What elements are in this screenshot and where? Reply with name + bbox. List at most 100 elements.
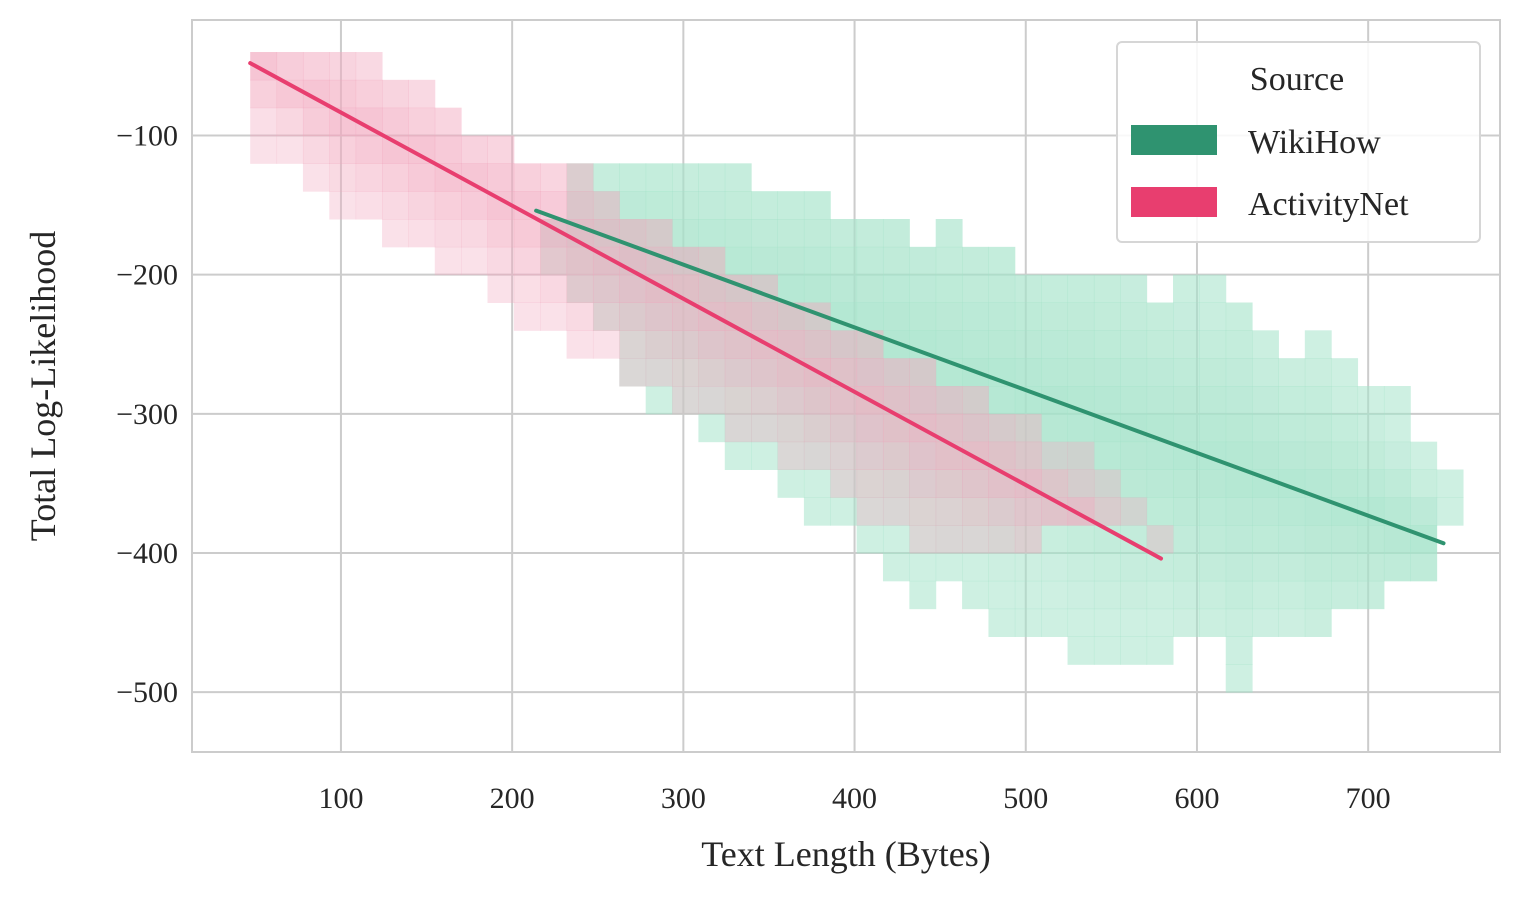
histogram-cell-wikihow	[724, 219, 752, 248]
histogram-cell-activitynet	[461, 219, 488, 248]
histogram-cell-activitynet	[1041, 469, 1069, 498]
histogram-cell-wikihow	[751, 246, 779, 276]
histogram-cell-wikihow	[909, 246, 937, 276]
histogram-cell-wikihow	[988, 274, 1016, 304]
histogram-cell-wikihow	[1278, 386, 1306, 415]
histogram-cell-wikihow	[935, 330, 963, 359]
histogram-cell-activitynet	[988, 413, 1016, 443]
histogram-cell-wikihow	[1041, 302, 1069, 331]
histogram-cell-activitynet	[461, 191, 488, 220]
histogram-cell-wikihow	[1120, 441, 1148, 470]
histogram-cell-wikihow	[1120, 636, 1148, 665]
histogram-cell-activitynet	[382, 163, 409, 192]
histogram-cell-activitynet	[329, 163, 357, 192]
histogram-cell-wikihow	[1146, 441, 1174, 470]
histogram-cell-wikihow	[1331, 469, 1359, 498]
histogram-cell-wikihow	[1067, 580, 1095, 610]
histogram-cell-wikihow	[1436, 497, 1464, 526]
histogram-cell-wikihow	[724, 386, 752, 415]
histogram-cell-wikihow	[1014, 358, 1042, 387]
histogram-cell-wikihow	[1331, 386, 1359, 415]
histogram-cell-wikihow	[1093, 441, 1121, 470]
histogram-cell-wikihow	[1041, 441, 1069, 470]
histogram-cell-activitynet	[355, 163, 383, 192]
histogram-cell-activitynet	[382, 79, 409, 109]
histogram-cell-activitynet	[302, 135, 330, 164]
histogram-cell-wikihow	[1120, 469, 1148, 498]
histogram-cell-wikihow	[698, 219, 726, 248]
histogram-cell-wikihow	[988, 330, 1016, 359]
histogram-cell-wikihow	[777, 246, 805, 276]
histogram-cell-wikihow	[1331, 525, 1359, 554]
histogram-cell-wikihow	[672, 358, 699, 387]
histogram-cell-activitynet	[329, 79, 357, 109]
histogram-cell-activitynet	[724, 302, 752, 331]
histogram-cell-activitynet	[935, 525, 963, 554]
histogram-cell-wikihow	[1278, 580, 1306, 610]
histogram-cell-wikihow	[935, 274, 963, 304]
histogram-cell-activitynet	[672, 358, 699, 387]
histogram-cell-wikihow	[1383, 552, 1411, 582]
histogram-cell-activitynet	[566, 330, 594, 359]
histogram-cell-activitynet	[909, 525, 937, 554]
histogram-cell-activitynet	[487, 274, 515, 304]
histogram-cell-wikihow	[909, 580, 937, 610]
histogram-cell-wikihow	[830, 469, 858, 498]
histogram-cell-activitynet	[513, 163, 541, 192]
histogram-cell-wikihow	[1383, 386, 1411, 415]
histogram-cell-wikihow	[592, 191, 620, 220]
histogram-cell-activitynet	[487, 163, 515, 192]
histogram-cell-wikihow	[1120, 302, 1148, 331]
histogram-cell-activitynet	[882, 469, 910, 498]
histogram-cell-wikihow	[1199, 413, 1227, 443]
histogram-cell-wikihow	[1014, 552, 1042, 582]
histogram-cell-wikihow	[1331, 580, 1359, 610]
histogram-cell-activitynet	[566, 274, 594, 304]
histogram-cell-activitynet	[276, 52, 304, 81]
histogram-cell-wikihow	[777, 441, 805, 470]
histogram-cell-wikihow	[1173, 580, 1200, 610]
histogram-cell-wikihow	[1304, 413, 1332, 443]
histogram-cell-wikihow	[1225, 386, 1253, 415]
histogram-cell-wikihow	[1041, 274, 1069, 304]
histogram-cell-wikihow	[909, 497, 937, 526]
histogram-cell-activitynet	[882, 441, 910, 470]
histogram-cell-wikihow	[1014, 608, 1042, 637]
histogram-cell-activitynet	[882, 358, 910, 387]
histogram-cell-wikihow	[909, 302, 937, 331]
histogram-cell-activitynet	[698, 358, 726, 387]
histogram-cell-wikihow	[751, 191, 779, 220]
histogram-cell-activitynet	[672, 302, 699, 331]
histogram-cell-wikihow	[1199, 469, 1227, 498]
histogram-cell-activitynet	[619, 274, 647, 304]
histogram-cell-activitynet	[566, 246, 594, 276]
histogram-cell-activitynet	[592, 330, 620, 359]
histogram-cell-wikihow	[645, 219, 673, 248]
histogram-cell-wikihow	[777, 219, 805, 248]
histogram-cell-wikihow	[1252, 386, 1279, 415]
legend-swatch-activitynet	[1131, 187, 1217, 217]
histogram-cell-activitynet	[856, 469, 884, 498]
histogram-cell-wikihow	[803, 469, 831, 498]
histogram-cell-wikihow	[988, 580, 1016, 610]
histogram-cell-wikihow	[1199, 525, 1227, 554]
histogram-cell-wikihow	[1225, 497, 1253, 526]
histogram-cell-wikihow	[909, 552, 937, 582]
histogram-cell-wikihow	[1014, 413, 1042, 443]
histogram-cell-activitynet	[1146, 525, 1174, 554]
histogram-cell-wikihow	[619, 358, 647, 387]
histogram-cell-wikihow	[1383, 441, 1411, 470]
histogram-cell-wikihow	[1041, 330, 1069, 359]
histogram-cell-activitynet	[803, 330, 831, 359]
histogram-cell-wikihow	[724, 441, 752, 470]
histogram-cell-activitynet	[487, 219, 515, 248]
histogram-cell-wikihow	[1120, 358, 1148, 387]
histogram-cell-wikihow	[1252, 330, 1279, 359]
histogram-cell-wikihow	[1067, 525, 1095, 554]
histogram-cell-activitynet	[250, 79, 278, 109]
histogram-cell-activitynet	[645, 219, 673, 248]
plot-frame	[191, 19, 1501, 753]
regression-line-wikihow	[534, 208, 1446, 546]
histogram-cell-wikihow	[935, 525, 963, 554]
histogram-cell-activitynet	[329, 52, 357, 81]
